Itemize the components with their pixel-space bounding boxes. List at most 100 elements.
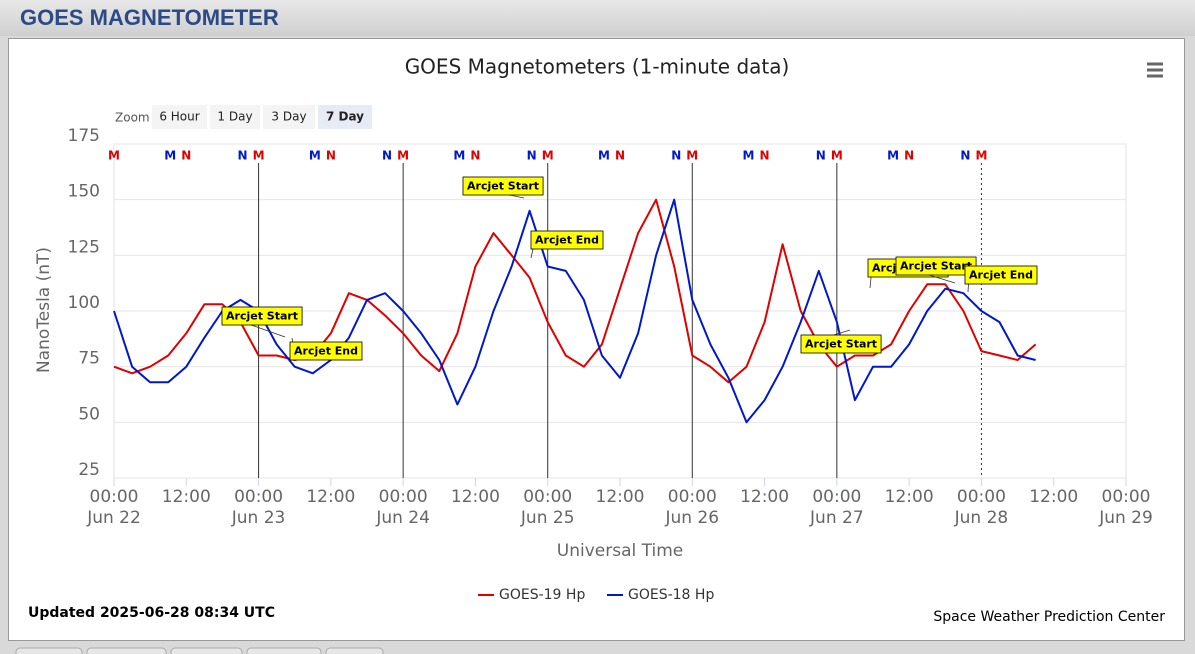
menu-button[interactable] [1147, 62, 1163, 78]
local-marker: M [397, 149, 409, 163]
local-marker: N [615, 149, 625, 163]
updated-note: Updated 2025-06-28 08:34 UTC [28, 605, 275, 621]
local-marker: M [453, 149, 465, 163]
x-tick-label: 12:00 [740, 487, 789, 507]
y-tick-label: 150 [68, 182, 100, 202]
x-tick-date: Jun 29 [1098, 508, 1153, 528]
local-marker: M [253, 149, 265, 163]
series-line [113, 198, 1036, 424]
x-tick-label: 00:00 [957, 487, 1006, 507]
zoom-button-label: 7 Day [326, 110, 364, 124]
annotation: Arcjet Start [462, 176, 544, 199]
annotation-label: Arcjet Start [226, 310, 298, 323]
annotation-box [530, 230, 604, 250]
x-tick-label: 12:00 [1029, 487, 1078, 507]
header-bar [0, 0, 1195, 36]
credit: Space Weather Prediction Center [933, 609, 1165, 625]
local-marker: N [527, 149, 537, 163]
x-tick-label: 00:00 [90, 487, 139, 507]
local-marker: M [309, 149, 321, 163]
annotation-label: Arcjet Start [467, 180, 539, 193]
x-tick-date: Jun 23 [231, 508, 286, 528]
annotation-label: Arcjet Start [805, 338, 877, 351]
annotation-box [800, 334, 882, 354]
zoom-button-label: 3 Day [271, 110, 306, 124]
x-tick-label: 00:00 [812, 487, 861, 507]
tab[interactable] [325, 647, 384, 654]
y-tick-label: 125 [68, 237, 100, 257]
annotation: Arcjet Start [800, 329, 882, 354]
x-tick-label: 00:00 [234, 487, 283, 507]
annotation-box [462, 176, 544, 196]
x-tick-label: 00:00 [668, 487, 717, 507]
x-tick-label: 00:00 [379, 487, 428, 507]
local-marker: N [382, 149, 392, 163]
local-marker: N [470, 149, 480, 163]
annotation-box [964, 265, 1038, 285]
local-marker: N [760, 149, 770, 163]
annotation: Arcjet Start [895, 256, 977, 284]
x-axis-title: Universal Time [557, 541, 683, 561]
y-tick-label: 50 [78, 404, 100, 424]
x-tick-label: 00:00 [523, 487, 572, 507]
annotation: Arcjet End [530, 230, 604, 259]
y-tick-label: 25 [78, 460, 100, 480]
tab[interactable] [170, 647, 243, 654]
zoom-button[interactable] [263, 105, 315, 129]
tab[interactable] [86, 647, 167, 654]
local-marker: N [181, 149, 191, 163]
annotation: Arcjet Start [221, 306, 303, 338]
local-marker: M [975, 149, 987, 163]
local-marker: M [164, 149, 176, 163]
local-marker: N [904, 149, 914, 163]
zoom-button[interactable] [152, 105, 207, 129]
local-marker: N [960, 149, 970, 163]
x-tick-label: 00:00 [1102, 487, 1151, 507]
local-marker: M [598, 149, 610, 163]
zoom-button-label: 6 Hour [159, 110, 199, 124]
x-tick-date: Jun 24 [375, 508, 430, 528]
local-marker: M [108, 149, 120, 163]
x-tick-label: 12:00 [451, 487, 500, 507]
local-marker: M [686, 149, 698, 163]
x-tick-date: Jun 25 [520, 508, 575, 528]
annotation: Arcjet End [289, 337, 363, 361]
y-tick-label: 175 [68, 126, 100, 146]
local-marker: M [887, 149, 899, 163]
annotation-label: Arcjet End [969, 269, 1033, 282]
y-tick-label: 100 [68, 293, 100, 313]
tabs [15, 647, 384, 654]
local-marker: M [542, 149, 554, 163]
annotation-box [289, 341, 363, 361]
x-tick-label: 12:00 [596, 487, 645, 507]
annotation-label: Arcjet End [294, 345, 358, 358]
zoom-button[interactable] [210, 105, 260, 129]
local-marker: M [831, 149, 843, 163]
local-marker: N [326, 149, 336, 163]
annotation-label: Arcjet Start [900, 260, 972, 273]
x-tick-date: Jun 27 [809, 508, 864, 528]
legend-label[interactable]: GOES-18 Hp [628, 587, 714, 603]
local-marker: M [743, 149, 755, 163]
x-tick-label: 12:00 [306, 487, 355, 507]
x-tick-label: 12:00 [885, 487, 934, 507]
series-line [113, 198, 1037, 384]
x-tick-date: Jun 26 [664, 508, 719, 528]
local-marker: N [671, 149, 681, 163]
annotation: Arcjet End [964, 265, 1038, 293]
annotation-box [221, 306, 303, 326]
y-tick-label: 75 [78, 349, 100, 369]
tab[interactable] [246, 647, 322, 654]
y-axis-title: NanoTesla (nT) [34, 247, 54, 373]
chart-title: GOES Magnetometers (1-minute data) [405, 55, 790, 79]
header-title: GOES MAGNETOMETER [20, 5, 279, 30]
zoom-button-label: 1 Day [217, 110, 252, 124]
zoom-button[interactable] [318, 105, 372, 129]
local-marker: N [237, 149, 247, 163]
legend-label[interactable]: GOES-19 Hp [499, 587, 585, 603]
local-marker: N [816, 149, 826, 163]
tab[interactable] [15, 647, 83, 654]
x-tick-date: Jun 28 [954, 508, 1009, 528]
annotation-label: Arcjet End [535, 234, 599, 247]
x-tick-date: Jun 22 [86, 508, 141, 528]
